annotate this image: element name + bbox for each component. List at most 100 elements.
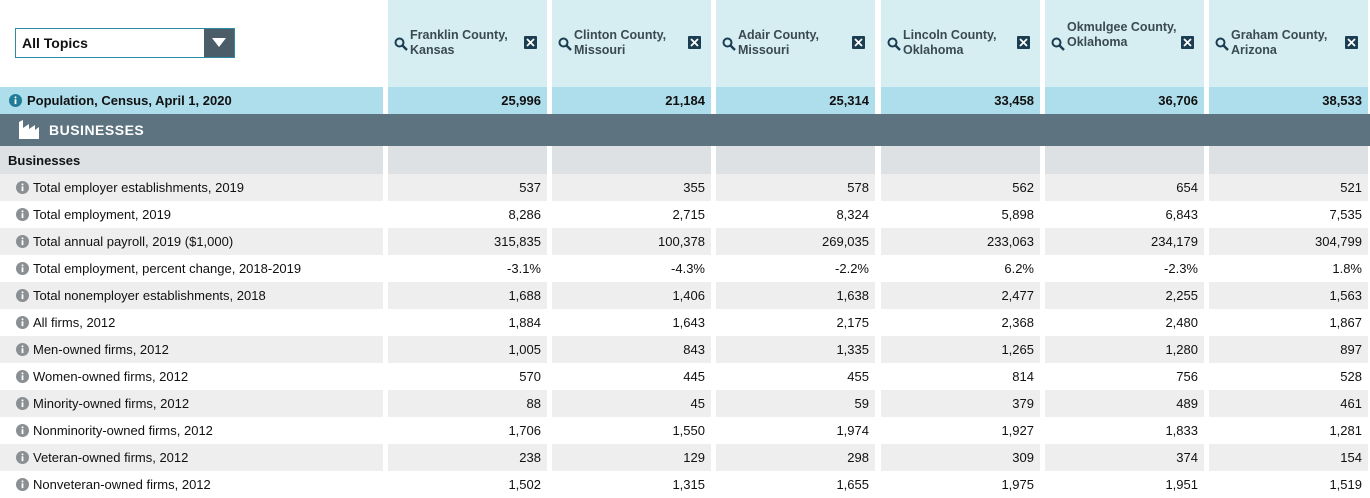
remove-column-button[interactable] [524, 36, 537, 49]
column-header: Clinton County, Missouri [552, 0, 711, 87]
info-icon[interactable] [16, 181, 29, 194]
info-icon[interactable] [16, 424, 29, 437]
search-icon[interactable] [558, 37, 572, 51]
cell-value: 238 [519, 450, 541, 465]
data-cell: 1,406 [552, 282, 711, 309]
remove-column-button[interactable] [852, 36, 865, 49]
info-icon[interactable] [9, 94, 22, 107]
cell-value: 1,706 [508, 423, 541, 438]
cell-value: 8,324 [836, 207, 869, 222]
population-cell: 25,314 [716, 87, 875, 114]
column-header: Okmulgee County, Oklahoma [1045, 0, 1204, 87]
data-cell: 461 [1209, 390, 1368, 417]
data-cell: 1,265 [881, 336, 1040, 363]
info-icon[interactable] [16, 289, 29, 302]
search-icon[interactable] [1051, 37, 1065, 51]
cell-value: 233,063 [987, 234, 1034, 249]
row-label-cell: Total employer establishments, 2019 [0, 174, 383, 201]
cell-value: 528 [1340, 369, 1362, 384]
population-row: Population, Census, April 1, 2020 25,996… [0, 87, 1370, 114]
data-cell: 238 [388, 444, 547, 471]
cell-value: 154 [1340, 450, 1362, 465]
data-cell: 2,480 [1045, 309, 1204, 336]
population-cell: 33,458 [881, 87, 1040, 114]
cell-value: 2,477 [1001, 288, 1034, 303]
subsection-cell [881, 146, 1040, 174]
table-header: All Topics Franklin County, Kansas Clint… [0, 0, 1370, 87]
info-icon[interactable] [16, 208, 29, 221]
search-icon[interactable] [887, 37, 901, 51]
cell-value: 1,406 [672, 288, 705, 303]
cell-value: 1.8% [1332, 261, 1362, 276]
population-label: Population, Census, April 1, 2020 [27, 93, 232, 108]
population-label-cell: Population, Census, April 1, 2020 [0, 87, 383, 114]
data-cell: 269,035 [716, 228, 875, 255]
cell-value: 562 [1012, 180, 1034, 195]
cell-value: 269,035 [822, 234, 869, 249]
info-icon[interactable] [16, 316, 29, 329]
cell-value: 7,535 [1329, 207, 1362, 222]
search-icon[interactable] [1215, 37, 1229, 51]
topic-dropdown[interactable]: All Topics [15, 28, 235, 58]
info-icon[interactable] [16, 451, 29, 464]
data-cell: 298 [716, 444, 875, 471]
remove-column-button[interactable] [688, 36, 701, 49]
info-icon[interactable] [16, 370, 29, 383]
data-cell: 445 [552, 363, 711, 390]
data-cell: 578 [716, 174, 875, 201]
cell-value: 814 [1012, 369, 1034, 384]
table-row: Total nonemployer establishments, 2018 1,… [0, 282, 1370, 309]
info-icon[interactable] [16, 397, 29, 410]
data-cell: 570 [388, 363, 547, 390]
search-icon[interactable] [722, 37, 736, 51]
search-icon[interactable] [394, 37, 408, 51]
data-cell: 355 [552, 174, 711, 201]
data-cell: 489 [1045, 390, 1204, 417]
cell-value: 8,286 [508, 207, 541, 222]
column-header-name[interactable]: Clinton County, Missouri [574, 28, 667, 57]
data-cell: 843 [552, 336, 711, 363]
data-cell: 309 [881, 444, 1040, 471]
cell-value: 578 [847, 180, 869, 195]
column-header-name[interactable]: Franklin County, Kansas [410, 28, 508, 57]
data-cell: 6,843 [1045, 201, 1204, 228]
cell-value: 1,281 [1329, 423, 1362, 438]
info-icon[interactable] [16, 262, 29, 275]
row-label: Total nonemployer establishments, 2018 [33, 288, 266, 303]
info-icon[interactable] [16, 235, 29, 248]
column-header-name[interactable]: Graham County, Arizona [1231, 28, 1328, 57]
cell-value: 6.2% [1004, 261, 1034, 276]
column-header-name[interactable]: Okmulgee County, Oklahoma [1067, 20, 1177, 49]
cell-value: 59 [854, 396, 869, 411]
data-cell: 1,951 [1045, 471, 1204, 498]
section-header-businesses[interactable]: BUSINESSES [0, 114, 1370, 146]
remove-column-button[interactable] [1017, 36, 1030, 49]
info-icon[interactable] [16, 343, 29, 356]
row-label: Veteran-owned firms, 2012 [33, 450, 189, 465]
info-icon[interactable] [16, 478, 29, 491]
cell-value: 1,315 [672, 477, 705, 492]
remove-column-button[interactable] [1181, 36, 1194, 49]
subsection-cell [1209, 146, 1368, 174]
data-cell: 88 [388, 390, 547, 417]
subsection-cell [388, 146, 547, 174]
dropdown-toggle[interactable] [204, 29, 234, 57]
table-row: Men-owned firms, 2012 1,005 843 1,335 1,265 1… [0, 336, 1370, 363]
row-label: Total employer establishments, 2019 [33, 180, 245, 195]
data-cell: 455 [716, 363, 875, 390]
column-header-name[interactable]: Lincoln County, Oklahoma [903, 28, 997, 57]
data-cell: 7,535 [1209, 201, 1368, 228]
data-cell: 315,835 [388, 228, 547, 255]
remove-column-button[interactable] [1345, 36, 1358, 49]
cell-value: 1,550 [672, 423, 705, 438]
column-header-name[interactable]: Adair County, Missouri [738, 28, 820, 57]
row-label: Total employment, 2019 [33, 207, 172, 222]
cell-value: 1,951 [1165, 477, 1198, 492]
data-cell: 2,175 [716, 309, 875, 336]
row-label-cell: Men-owned firms, 2012 [0, 336, 383, 363]
data-cell: 897 [1209, 336, 1368, 363]
header-label-cell: All Topics [0, 0, 383, 87]
row-label-cell: Women-owned firms, 2012 [0, 363, 383, 390]
cell-value: 2,715 [672, 207, 705, 222]
data-cell: 304,799 [1209, 228, 1368, 255]
